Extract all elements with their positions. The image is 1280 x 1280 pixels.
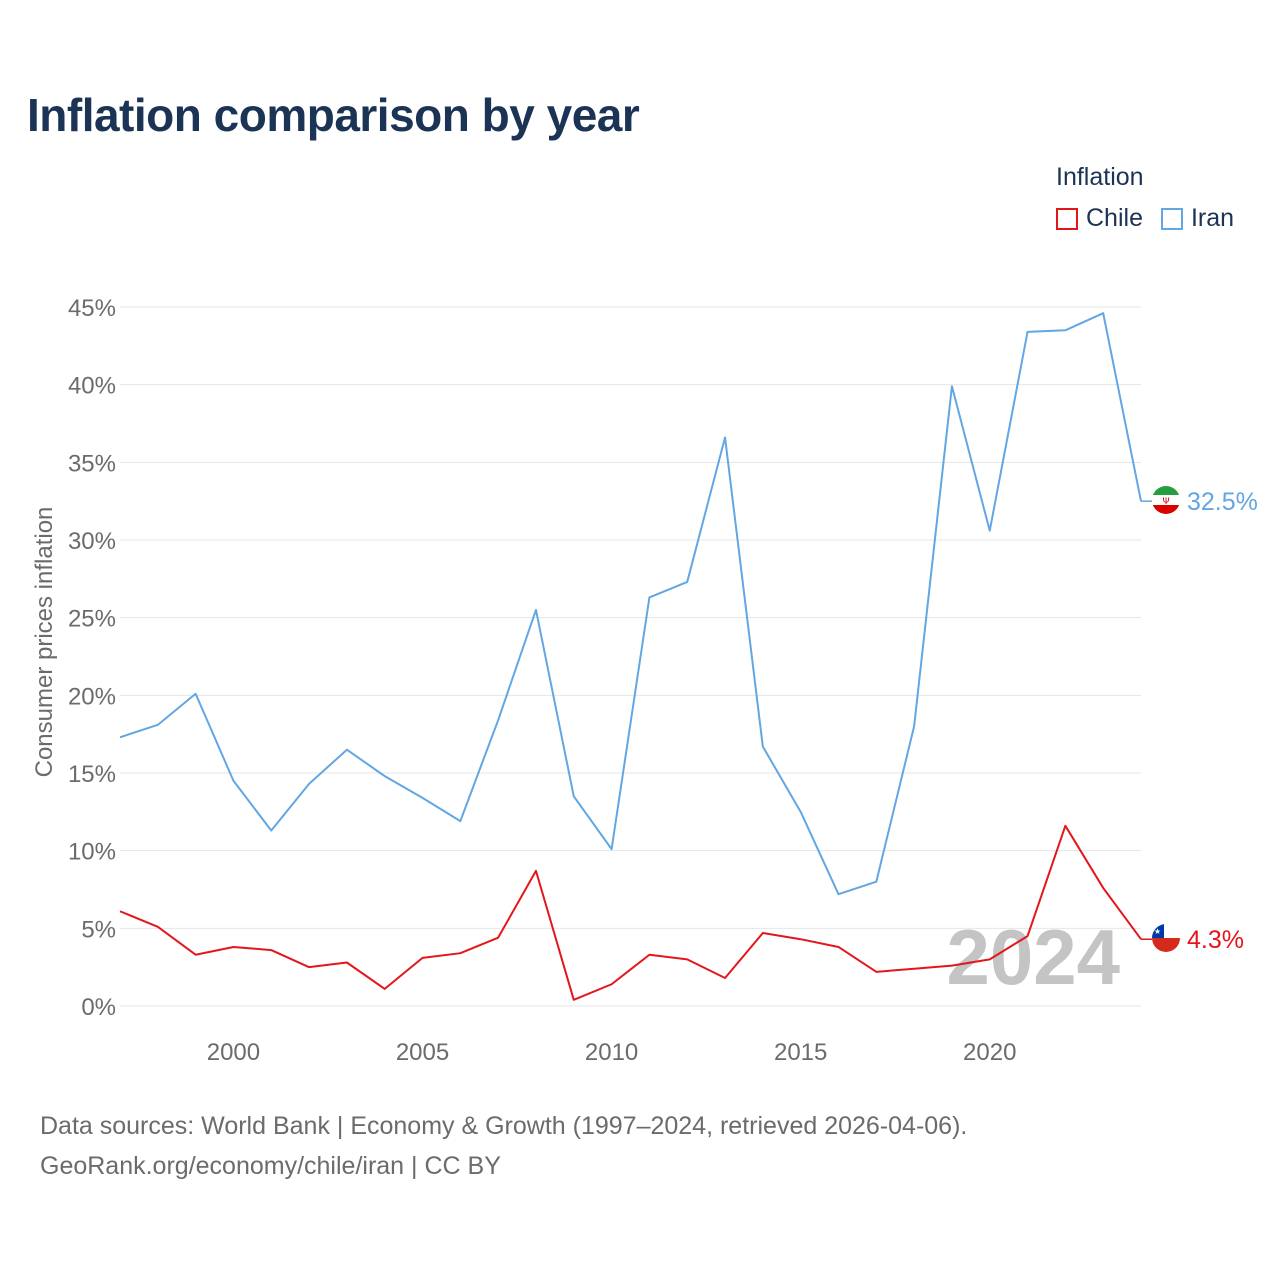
legend-swatch-chile [1056, 207, 1078, 230]
iran-flag-icon: Ψ [1152, 486, 1180, 514]
y-tick-label: 30% [68, 528, 116, 555]
y-tick-label: 5% [81, 916, 116, 943]
series-line-iran[interactable] [119, 312, 1142, 896]
legend: Chile Iran [1056, 204, 1252, 233]
chile-flag-icon: ★ [1152, 924, 1180, 952]
year-watermark: 2024 [946, 913, 1120, 1001]
y-tick-label: 40% [68, 373, 116, 400]
series-lines: 32.5% 4.3% [119, 312, 1258, 1001]
grid-lines [120, 306, 1141, 1007]
chart-title: Inflation comparison by year [27, 89, 640, 141]
x-tick-label: 2015 [774, 1039, 827, 1066]
y-tick-label: 25% [68, 606, 116, 633]
y-tick-label: 20% [68, 683, 116, 710]
legend-item-iran[interactable]: Iran [1160, 204, 1235, 233]
source-line-1: Data sources: World Bank | Economy & Gro… [40, 1112, 968, 1140]
y-axis-ticks: 0% 5% 10% 15% 20% 25% 30% 35% 40% 45% [68, 295, 116, 1021]
x-tick-label: 2005 [396, 1039, 449, 1066]
line-chart: 0% 5% 10% 15% 20% 25% 30% 35% 40% 45% 2000 2005 201… [31, 295, 1258, 1066]
series-line-chile[interactable] [119, 824, 1142, 1001]
y-tick-label: 35% [68, 450, 116, 477]
y-axis-label: Consumer prices inflation [31, 507, 58, 778]
x-tick-label: 2000 [207, 1039, 260, 1066]
svg-text:★: ★ [1154, 927, 1161, 936]
x-axis-ticks: 2000 2005 2010 2015 2020 [207, 1039, 1017, 1066]
y-tick-label: 15% [68, 761, 116, 788]
y-tick-label: 45% [68, 295, 116, 322]
x-tick-label: 2020 [963, 1039, 1016, 1066]
y-tick-label: 0% [81, 994, 116, 1021]
svg-text:Ψ: Ψ [1162, 497, 1169, 507]
source-line-2[interactable]: GeoRank.org/economy/chile/iran | CC BY [40, 1152, 501, 1180]
legend-label-chile: Chile [1086, 204, 1143, 232]
end-value-label-iran: 32.5% [1187, 488, 1258, 516]
x-tick-label: 2010 [585, 1039, 638, 1066]
legend-item-chile[interactable]: Chile [1056, 204, 1143, 233]
legend-label-iran: Iran [1190, 204, 1235, 232]
end-value-label-chile: 4.3% [1187, 926, 1244, 954]
legend-swatch-iran [1160, 207, 1183, 230]
legend-title: Inflation [1056, 163, 1144, 191]
data-source-note: Data sources: World Bank | Economy & Gro… [40, 1106, 967, 1186]
y-tick-label: 10% [68, 839, 116, 866]
